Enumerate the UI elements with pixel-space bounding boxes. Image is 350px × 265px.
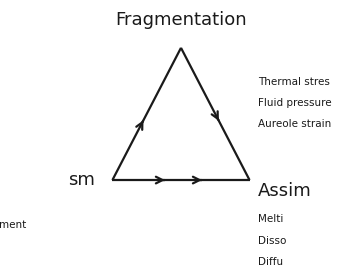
Text: Assim: Assim — [258, 182, 312, 200]
Text: Fluid pressure: Fluid pressure — [258, 98, 332, 108]
Text: Fragmentation: Fragmentation — [115, 11, 247, 29]
Text: Melti: Melti — [258, 214, 284, 224]
Text: sm: sm — [68, 171, 95, 189]
Text: Diffu: Diffu — [258, 257, 283, 265]
Text: Disso: Disso — [258, 236, 287, 246]
Text: Thermal stres: Thermal stres — [258, 77, 330, 87]
Text: ment: ment — [0, 220, 27, 230]
Text: Aureole strain: Aureole strain — [258, 119, 331, 129]
